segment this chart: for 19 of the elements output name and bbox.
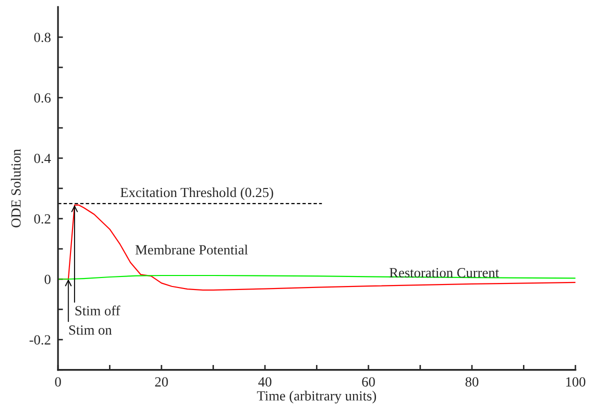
x-tick-label: 100 — [566, 377, 586, 387]
x-tick-label: 40 — [258, 377, 272, 387]
x-tick-label: 80 — [466, 377, 478, 387]
series-label: Membrane Potential — [135, 244, 248, 255]
x-tick-label: 60 — [362, 377, 375, 387]
x-tick-label: 0 — [55, 377, 61, 387]
series-label: Excitation Threshold (0.25) — [120, 187, 274, 200]
y-axis-title: ODE Solution — [10, 149, 21, 228]
x-axis-title: Time (arbitrary units) — [257, 390, 376, 404]
y-tick-label: 0.2 — [34, 214, 50, 224]
annotation: Stim on — [69, 325, 112, 335]
annotation: Stim off — [75, 306, 120, 316]
y-tick-label: 0.8 — [34, 32, 51, 42]
y-tick-label: -0.2 — [30, 335, 50, 345]
y-tick-label: 0 — [44, 274, 51, 284]
series-label: Restoration Current — [390, 268, 500, 278]
y-tick-label: 0.4 — [34, 154, 51, 164]
y-tick-label: 0.6 — [34, 93, 51, 103]
x-tick-label: 20 — [155, 377, 168, 387]
